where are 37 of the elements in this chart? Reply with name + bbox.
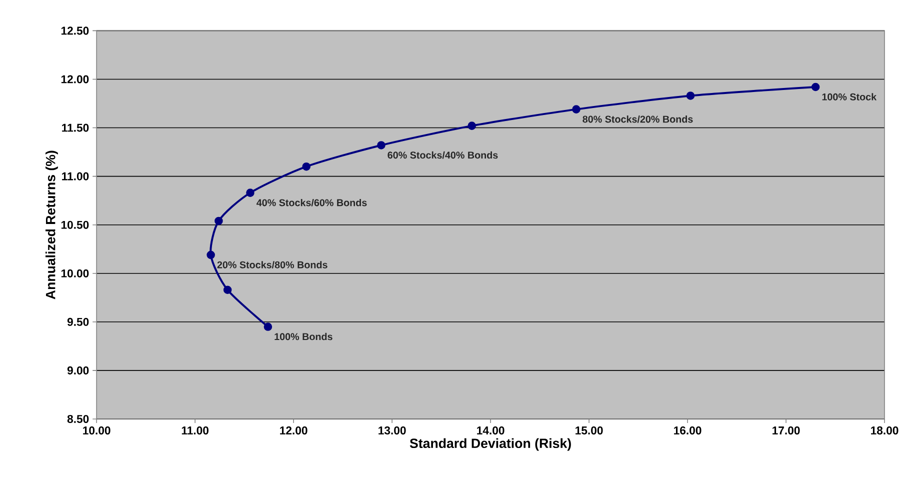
x-tick-label: 10.00: [83, 426, 110, 434]
x-tick-label: 16.00: [674, 426, 702, 434]
x-tick-label: 12.00: [280, 426, 308, 434]
annotation: 20% Stocks/80% Bonds: [217, 260, 328, 268]
point: [302, 162, 311, 171]
point: [572, 104, 580, 114]
point: [377, 140, 386, 150]
annotation: 80% Stocks/20% Bonds: [582, 115, 693, 123]
point: [686, 91, 695, 100]
annotation: 100% Bonds: [274, 332, 332, 340]
annotation: 60% Stocks/40% Bonds: [388, 151, 498, 159]
y-tick-label: 9.00: [67, 366, 89, 374]
point: [468, 121, 476, 130]
point: [246, 188, 254, 197]
x-tick-label: 15.00: [576, 426, 603, 434]
annotation: 40% Stocks/60% Bonds: [256, 198, 367, 206]
x-tick-label: 17.00: [772, 426, 800, 434]
x-tick-label: 13.00: [378, 426, 406, 434]
x-axis-title: Standard Deviation (Risk): [410, 438, 571, 451]
point: [223, 286, 232, 294]
y-tick-label: 12.00: [61, 75, 89, 84]
point: [264, 322, 272, 331]
y-axis-title: Annualized Returns (%): [45, 150, 58, 300]
y-tick-label: 9.50: [67, 318, 89, 326]
y-tick-label: 11.50: [62, 124, 89, 132]
y-tick-label: 8.50: [67, 414, 89, 423]
point: [214, 216, 223, 225]
point: [206, 250, 215, 259]
x-tick-label: 11.00: [182, 426, 208, 434]
y-tick-label: 10.50: [61, 220, 89, 229]
point: [811, 82, 820, 91]
x-tick-label: 14.00: [477, 426, 504, 434]
annotation: 100% Stock: [822, 92, 877, 100]
y-tick-label: 12.50: [61, 26, 89, 35]
x-tick-label: 18.00: [871, 426, 898, 434]
y-tick-label: 11.00: [62, 172, 89, 180]
y-tick-label: 10.00: [61, 269, 89, 278]
